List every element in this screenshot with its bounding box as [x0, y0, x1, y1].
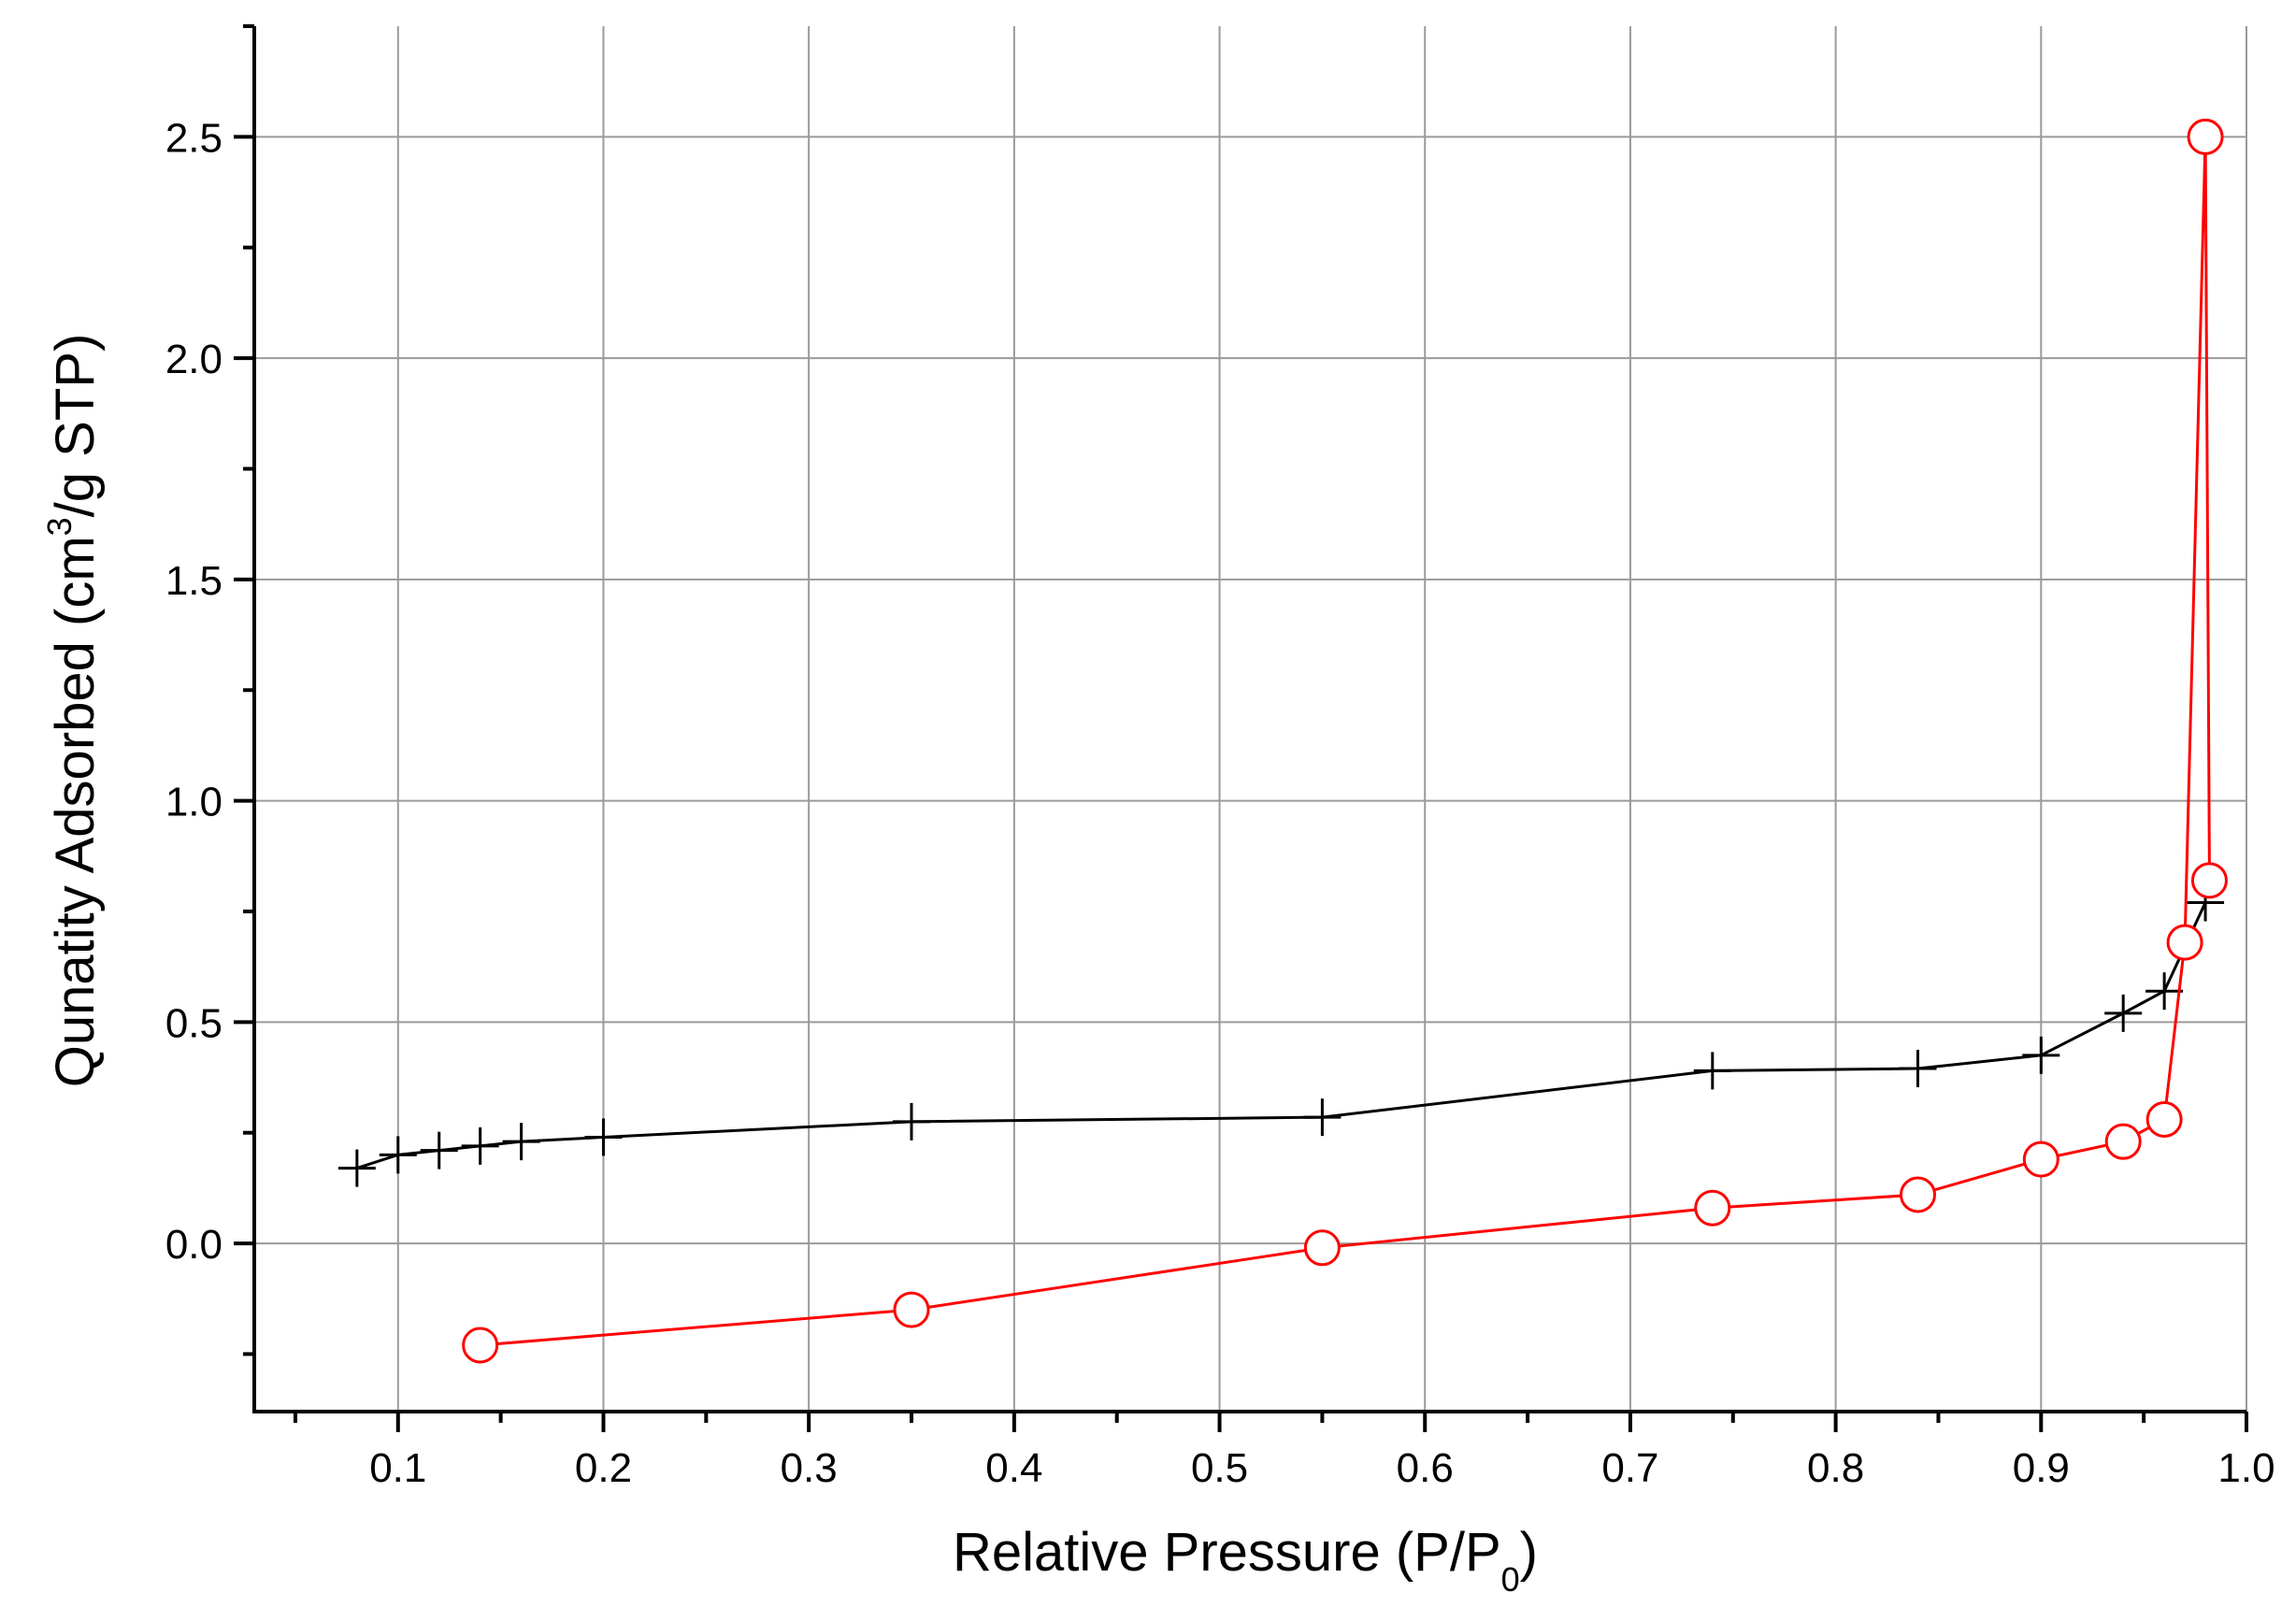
data-point-circle [2190, 862, 2228, 899]
x-tick-label: 0.5 [1191, 1445, 1248, 1491]
axes [234, 24, 2248, 1432]
data-point-plus [2022, 1036, 2060, 1074]
x-tick-label: 0.4 [985, 1445, 1042, 1491]
data-point-plus [1899, 1050, 1937, 1088]
x-tick-label: 0.8 [1807, 1445, 1864, 1491]
data-point-plus [2145, 972, 2184, 1011]
data-point-plus [420, 1131, 458, 1169]
data-point-plus [337, 1149, 376, 1187]
series-plus [337, 883, 2225, 1187]
y-tick-label: 1.0 [165, 780, 222, 825]
series-line [356, 901, 2207, 1170]
x-tick-label: 1.0 [2217, 1445, 2274, 1491]
y-tick-label: 0.0 [165, 1222, 222, 1268]
series-line [480, 136, 2211, 1347]
data-point-circle [1899, 1176, 1936, 1213]
x-tick-label: 0.7 [1601, 1445, 1658, 1491]
data-point-circle [2187, 118, 2224, 155]
data-point-plus [461, 1126, 499, 1165]
tick-labels: 0.1 0.2 0.3 0.4 0.5 0.6 0.7 0.8 0.9 1.0 0.0 0.5 1.0 1… [165, 115, 2275, 1491]
x-tick-label: 0.9 [2013, 1445, 2070, 1491]
x-tick-label: 0.3 [781, 1445, 838, 1491]
data-point-circle [2104, 1123, 2142, 1160]
data-point-circle [893, 1291, 930, 1328]
data-point-circle [1694, 1189, 1731, 1227]
y-tick-label: 2.5 [165, 115, 222, 161]
data-point-plus [379, 1136, 417, 1174]
y-axis-title: Qunatity Adsorbed (cm3/g STP) [40, 334, 106, 1088]
data-point-circle [462, 1327, 499, 1364]
data-point-plus [893, 1102, 931, 1140]
y-tick-label: 2.0 [165, 337, 222, 382]
data-point-circle [2022, 1140, 2059, 1178]
grid [254, 26, 2247, 1412]
data-point-circle [2166, 924, 2203, 961]
data-point-plus [502, 1123, 540, 1161]
x-tick-label: 0.6 [1397, 1445, 1454, 1491]
data-point-circle [1303, 1229, 1341, 1267]
data-point-plus [1693, 1052, 1731, 1090]
y-tick-label: 0.5 [165, 1000, 222, 1046]
data-point-plus [584, 1118, 623, 1156]
series-layer [337, 118, 2228, 1364]
series-circle [462, 118, 2228, 1364]
data-point-plus [1303, 1098, 1342, 1137]
x-tick-label: 0.1 [369, 1445, 426, 1491]
data-point-plus [2104, 994, 2143, 1032]
data-point-circle [2145, 1101, 2183, 1139]
x-tick-label: 0.2 [575, 1445, 632, 1491]
y-tick-label: 1.5 [165, 558, 222, 604]
x-axis-title: Relative Pressure (P/P0) [953, 1522, 1538, 1599]
